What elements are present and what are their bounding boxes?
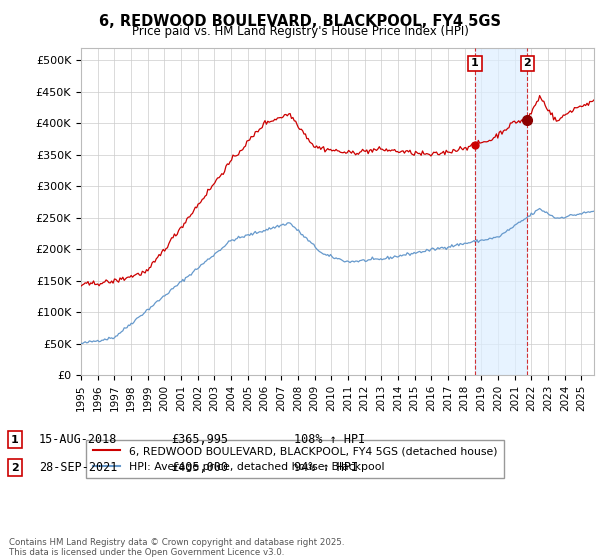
Text: 15-AUG-2018: 15-AUG-2018 [39,433,118,446]
Text: 2: 2 [523,58,531,68]
Legend: 6, REDWOOD BOULEVARD, BLACKPOOL, FY4 5GS (detached house), HPI: Average price, d: 6, REDWOOD BOULEVARD, BLACKPOOL, FY4 5GS… [86,440,503,478]
Bar [475,48,527,375]
Text: Contains HM Land Registry data © Crown copyright and database right 2025.
This d: Contains HM Land Registry data © Crown c… [9,538,344,557]
Text: Price paid vs. HM Land Registry's House Price Index (HPI): Price paid vs. HM Land Registry's House … [131,25,469,38]
Text: 2: 2 [11,463,19,473]
Text: £365,995: £365,995 [171,433,228,446]
Text: 28-SEP-2021: 28-SEP-2021 [39,461,118,474]
Text: 94% ↑ HPI: 94% ↑ HPI [294,461,358,474]
Text: 6, REDWOOD BOULEVARD, BLACKPOOL, FY4 5GS: 6, REDWOOD BOULEVARD, BLACKPOOL, FY4 5GS [99,14,501,29]
Text: 1: 1 [471,58,479,68]
Text: £405,000: £405,000 [171,461,228,474]
Text: 108% ↑ HPI: 108% ↑ HPI [294,433,365,446]
Text: 1: 1 [11,435,19,445]
